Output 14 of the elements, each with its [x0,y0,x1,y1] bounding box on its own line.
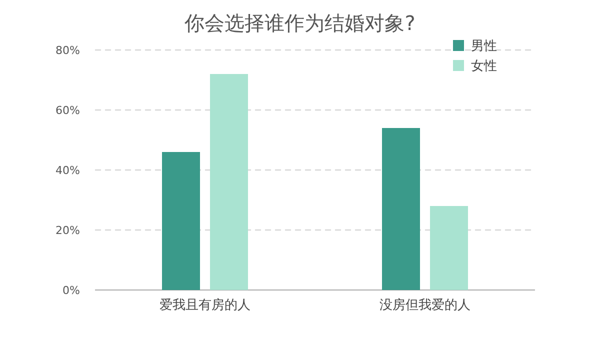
x-tick-label: 没房但我爱的人 [380,297,470,313]
y-tick-label: 60% [56,104,80,117]
x-tick-label: 爱我且有房的人 [160,297,250,313]
bar [382,128,420,290]
bar [162,152,200,290]
chart-title: 你会选择谁作为结婚对象? [184,11,416,35]
y-tick-label: 20% [56,224,80,237]
y-tick-label: 0% [62,284,80,297]
bar [210,74,248,290]
y-tick-label: 40% [56,164,80,177]
legend-label: 男性 [471,39,497,54]
y-tick-label: 80% [56,44,80,57]
legend-label: 女性 [471,59,497,74]
bar [430,206,468,290]
